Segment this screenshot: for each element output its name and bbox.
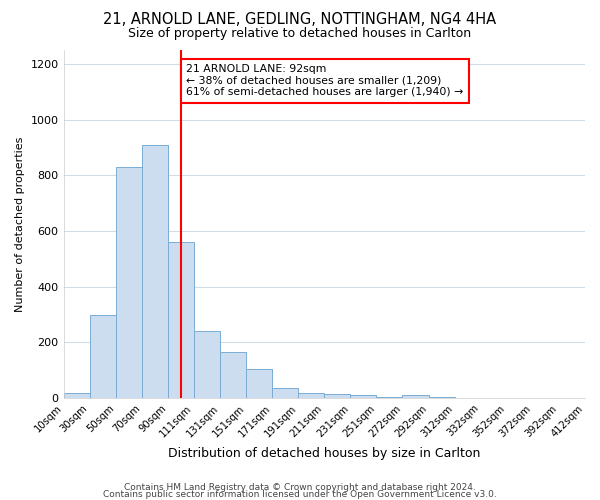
Bar — [403, 396, 428, 398]
Bar — [246, 369, 272, 398]
Text: 21 ARNOLD LANE: 92sqm
← 38% of detached houses are smaller (1,209)
61% of semi-d: 21 ARNOLD LANE: 92sqm ← 38% of detached … — [186, 64, 463, 97]
Bar — [89, 314, 116, 398]
Bar — [324, 394, 350, 398]
Bar — [272, 388, 298, 398]
Bar — [376, 397, 403, 398]
Bar — [142, 144, 168, 398]
Text: 21, ARNOLD LANE, GEDLING, NOTTINGHAM, NG4 4HA: 21, ARNOLD LANE, GEDLING, NOTTINGHAM, NG… — [103, 12, 497, 28]
Bar — [168, 242, 194, 398]
Text: Size of property relative to detached houses in Carlton: Size of property relative to detached ho… — [128, 28, 472, 40]
Bar — [428, 397, 455, 398]
Bar — [116, 167, 142, 398]
Bar — [194, 332, 220, 398]
Bar — [64, 392, 89, 398]
Text: Contains HM Land Registry data © Crown copyright and database right 2024.: Contains HM Land Registry data © Crown c… — [124, 484, 476, 492]
Bar — [350, 396, 376, 398]
Bar — [220, 352, 246, 398]
Y-axis label: Number of detached properties: Number of detached properties — [15, 136, 25, 312]
X-axis label: Distribution of detached houses by size in Carlton: Distribution of detached houses by size … — [168, 447, 481, 460]
Text: Contains public sector information licensed under the Open Government Licence v3: Contains public sector information licen… — [103, 490, 497, 499]
Bar — [298, 392, 324, 398]
